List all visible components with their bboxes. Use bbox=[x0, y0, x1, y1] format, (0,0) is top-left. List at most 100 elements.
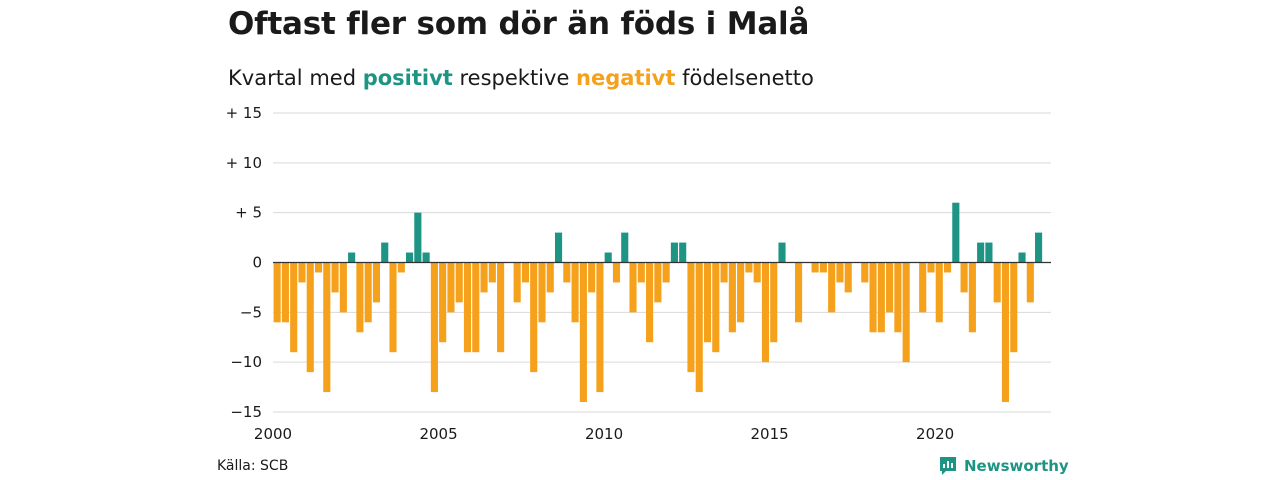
brand: Newsworthy bbox=[938, 455, 1069, 477]
bar bbox=[430, 262, 438, 393]
bar bbox=[414, 212, 422, 263]
bar bbox=[968, 262, 976, 333]
bar bbox=[811, 262, 819, 273]
subtitle-positive-label: positivt bbox=[362, 66, 453, 90]
bar bbox=[670, 242, 678, 263]
bar bbox=[761, 262, 770, 363]
bar bbox=[828, 262, 836, 313]
bar bbox=[737, 262, 745, 323]
bar bbox=[1001, 262, 1010, 403]
bar bbox=[621, 232, 629, 263]
bar bbox=[819, 262, 827, 273]
subtitle-prefix: Kvartal med bbox=[228, 66, 363, 90]
bar bbox=[943, 262, 952, 273]
bar bbox=[596, 262, 604, 393]
bar bbox=[472, 262, 480, 353]
bar bbox=[662, 262, 670, 283]
bar bbox=[695, 262, 703, 393]
bars bbox=[273, 202, 1043, 403]
bar bbox=[886, 262, 894, 313]
bar bbox=[1010, 262, 1018, 353]
bar bbox=[679, 242, 687, 263]
bar bbox=[497, 262, 505, 353]
bar bbox=[554, 232, 563, 263]
newsworthy-logo-icon bbox=[940, 457, 956, 475]
bar bbox=[612, 262, 621, 283]
bar bbox=[687, 262, 695, 373]
bar bbox=[795, 262, 803, 323]
bar bbox=[381, 242, 389, 263]
bar bbox=[306, 262, 314, 373]
bar bbox=[646, 262, 654, 343]
bar bbox=[406, 252, 414, 263]
chart-subtitle: Kvartal med positivt respektive negativt… bbox=[228, 66, 814, 90]
bar bbox=[720, 262, 728, 283]
subtitle-middle: respektive bbox=[452, 66, 577, 90]
bar bbox=[579, 262, 587, 403]
bar bbox=[1026, 262, 1034, 303]
bar bbox=[985, 242, 993, 263]
bar bbox=[745, 262, 753, 273]
y-tick-label: −5 bbox=[240, 303, 262, 321]
bar bbox=[314, 262, 323, 273]
y-tick-label: + 10 bbox=[226, 154, 262, 172]
bar bbox=[604, 252, 612, 263]
bar bbox=[637, 262, 645, 283]
brand-name: Newsworthy bbox=[964, 457, 1069, 475]
bar bbox=[894, 262, 902, 333]
bar bbox=[993, 262, 1001, 303]
bar bbox=[977, 242, 985, 263]
x-tick-label: 2020 bbox=[916, 425, 954, 443]
y-axis-tick-labels: + 15 + 10 + 5 0 −5 −10 −15 bbox=[226, 104, 262, 421]
bar bbox=[563, 262, 571, 283]
bar bbox=[348, 252, 356, 263]
bar bbox=[389, 262, 397, 353]
y-tick-label: + 15 bbox=[226, 104, 262, 122]
bar bbox=[1018, 252, 1026, 263]
bar bbox=[935, 262, 943, 323]
bar bbox=[770, 262, 778, 343]
bar bbox=[952, 202, 960, 263]
x-axis-tick-labels: 2000 2005 2010 2015 2020 bbox=[254, 425, 954, 443]
chart-title: Oftast fler som dör än föds i Malå bbox=[228, 6, 810, 42]
bar bbox=[480, 262, 488, 293]
bar bbox=[654, 262, 662, 303]
bar bbox=[281, 262, 289, 323]
bar bbox=[356, 262, 364, 333]
bar bbox=[372, 262, 381, 303]
bar bbox=[919, 262, 927, 313]
bar bbox=[521, 262, 529, 283]
x-tick-label: 2005 bbox=[419, 425, 457, 443]
bar bbox=[513, 262, 521, 303]
bar bbox=[902, 262, 910, 363]
bar bbox=[298, 262, 306, 283]
bar bbox=[836, 262, 844, 283]
bar bbox=[778, 242, 786, 263]
bar bbox=[753, 262, 761, 283]
x-tick-label: 2010 bbox=[585, 425, 623, 443]
bar bbox=[331, 262, 339, 293]
bar bbox=[447, 262, 455, 313]
bar bbox=[422, 252, 430, 263]
bar bbox=[290, 262, 298, 353]
bar bbox=[629, 262, 637, 313]
y-tick-label: −15 bbox=[230, 403, 262, 421]
bar bbox=[463, 262, 472, 353]
bar bbox=[339, 262, 347, 313]
bar bbox=[588, 262, 596, 293]
bar bbox=[728, 262, 736, 333]
y-tick-label: −10 bbox=[230, 353, 262, 371]
bar bbox=[488, 262, 496, 283]
bar bbox=[869, 262, 877, 333]
bar bbox=[455, 262, 463, 303]
bar bbox=[364, 262, 372, 323]
bar bbox=[712, 262, 720, 353]
bar bbox=[960, 262, 968, 293]
bar bbox=[546, 262, 554, 293]
bar bbox=[530, 262, 538, 373]
x-tick-label: 2015 bbox=[751, 425, 789, 443]
subtitle-negative-label: negativt bbox=[576, 66, 676, 90]
bar bbox=[273, 262, 281, 323]
subtitle-suffix: födelsenetto bbox=[675, 66, 814, 90]
